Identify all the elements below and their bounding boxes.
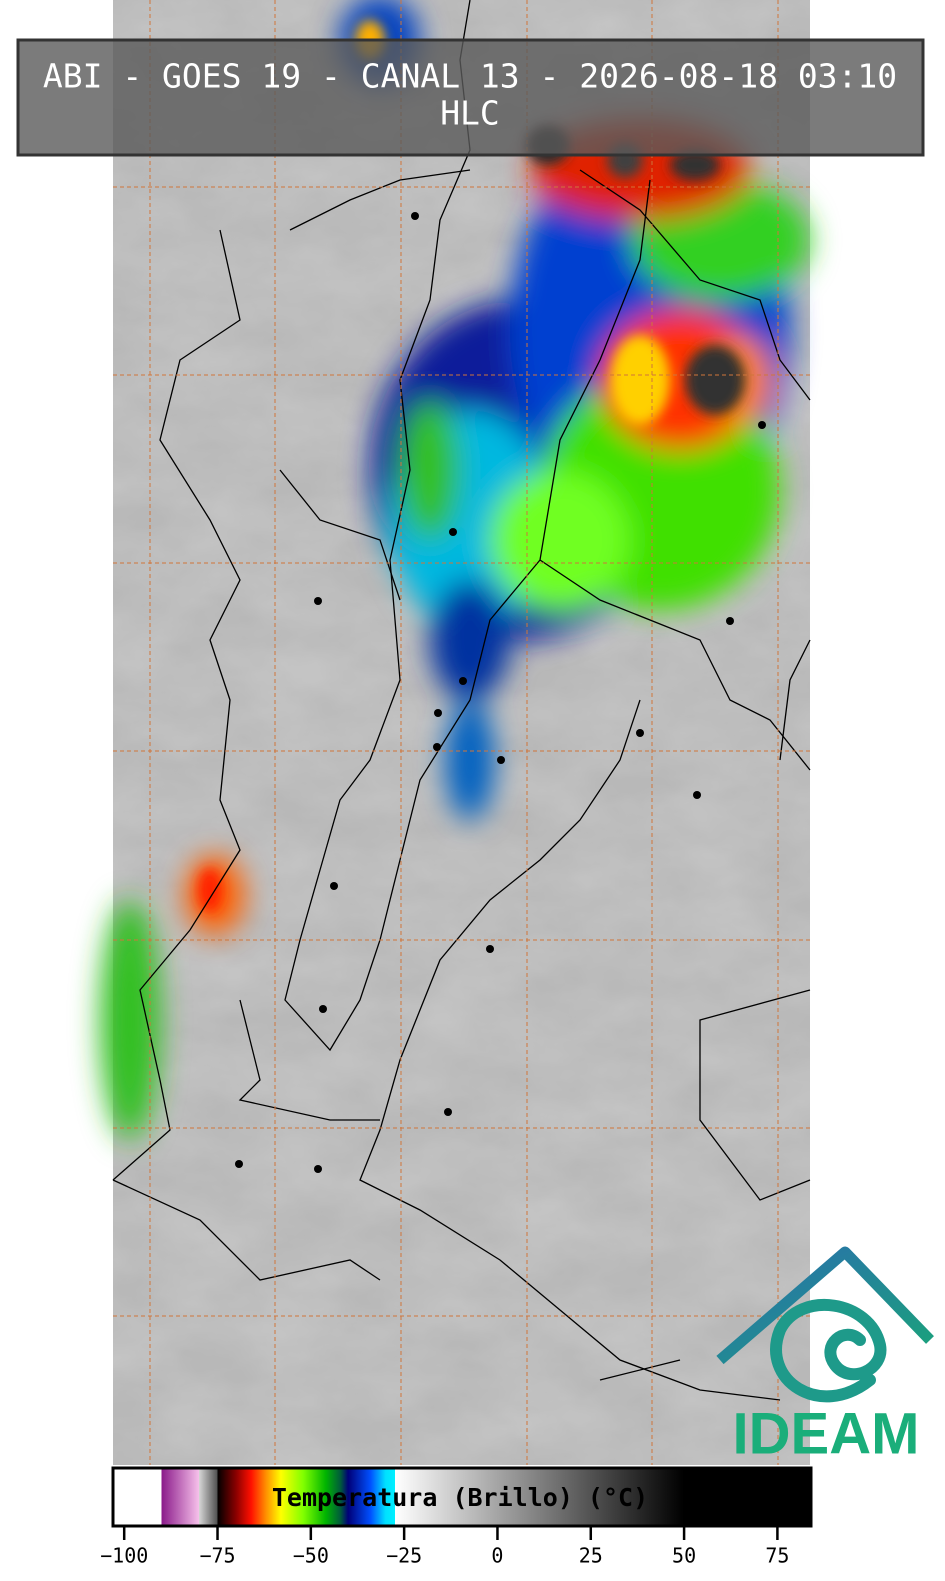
- tick-label: −75: [199, 1544, 235, 1568]
- subtitle: HLC: [440, 94, 500, 133]
- tick-label: −100: [100, 1544, 148, 1568]
- colorbar: Temperatura (Brillo) (°C) −100 −75 −50 −25 0…: [100, 1466, 813, 1568]
- tick-label: 75: [765, 1544, 789, 1568]
- tick-label: −50: [293, 1544, 329, 1568]
- title: ABI - GOES 19 - CANAL 13 - 2026-08-18 03…: [43, 57, 897, 96]
- tick-label: 50: [672, 1544, 696, 1568]
- tick-label: 25: [579, 1544, 603, 1568]
- logo-text: IDEAM: [733, 1401, 920, 1466]
- satellite-map: [100, 0, 811, 1465]
- tick-label: 0: [491, 1544, 503, 1568]
- title-box: ABI - GOES 19 - CANAL 13 - 2026-08-18 03…: [16, 38, 925, 157]
- colorbar-scale: [111, 1466, 813, 1528]
- logo: IDEAM: [716, 1246, 934, 1466]
- tick-label: −25: [386, 1544, 422, 1568]
- colorbar-label: Temperatura (Brillo) (°C): [272, 1483, 648, 1512]
